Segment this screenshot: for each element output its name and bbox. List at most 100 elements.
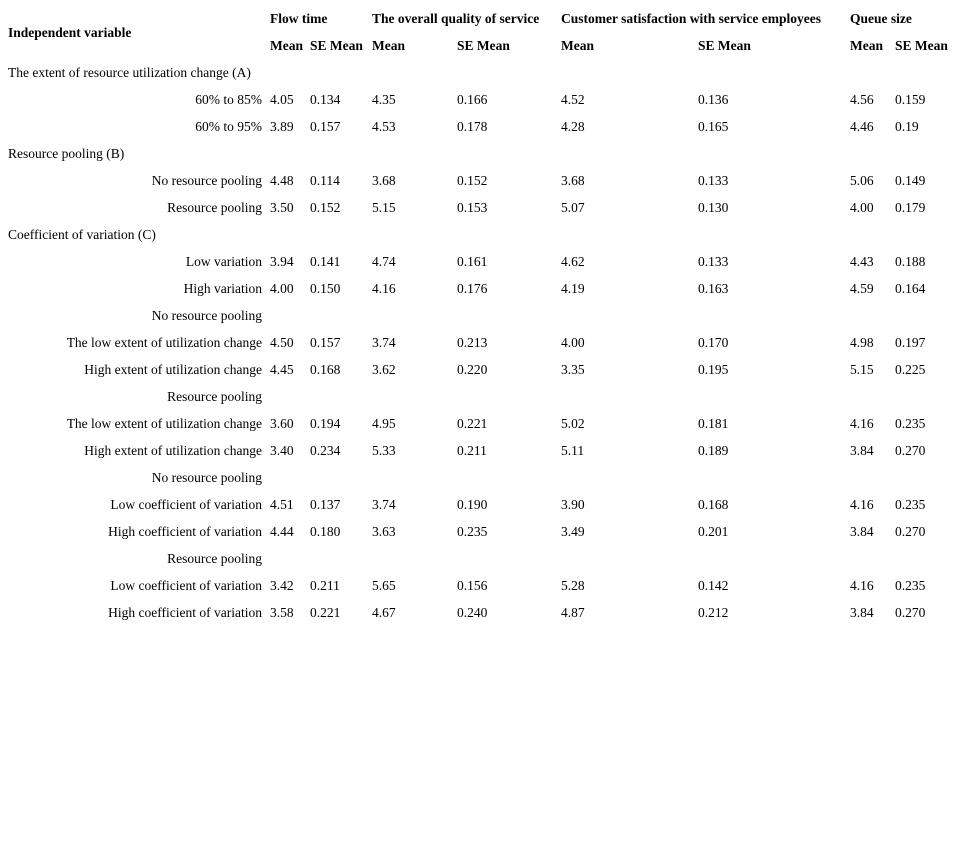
header-quality-mean: Mean [372, 38, 405, 53]
table-row: No resource pooling 4.48 0.114 3.68 0.152 3.6… [0, 167, 955, 194]
header-group-flow-time: Flow time [270, 11, 328, 26]
cell-value: 0.189 [698, 443, 729, 458]
table-row: High coefficient of variation 4.44 0.180 3.… [0, 518, 955, 545]
cell-value: 0.157 [310, 119, 341, 134]
cell-value: 4.50 [270, 335, 294, 350]
cell-value: 4.45 [270, 362, 294, 377]
cell-value: 0.156 [457, 578, 488, 593]
cell-value: 0.19 [895, 119, 919, 134]
table-row: Resource pooling 3.50 0.152 5.15 0.153 5.07 0.… [0, 194, 955, 221]
header-group-quality-of-service: The overall quality of service [372, 11, 540, 26]
row-label: 60% to 95% [195, 119, 262, 134]
row-label: High variation [183, 281, 262, 296]
group-header-row: The extent of resource utilization chang… [0, 59, 955, 86]
cell-value: 0.213 [457, 335, 488, 350]
cell-value: 5.28 [561, 578, 585, 593]
cell-value: 5.33 [372, 443, 396, 458]
cell-value: 0.270 [895, 605, 926, 620]
table-row: High coefficient of variation 3.58 0.221 4.… [0, 599, 955, 626]
row-label: No resource pooling [151, 308, 262, 323]
table-row: 60% to 95% 3.89 0.157 4.53 0.178 4.28 0.165 4.4… [0, 113, 955, 140]
table-row: The low extent of utilization change 4.50… [0, 329, 955, 356]
cell-value: 0.181 [698, 416, 729, 431]
cell-value: 3.60 [270, 416, 294, 431]
cell-value: 0.133 [698, 254, 729, 269]
cell-value: 0.152 [310, 200, 341, 215]
cell-value: 0.137 [310, 497, 341, 512]
cell-value: 0.149 [895, 173, 926, 188]
cell-value: 4.87 [561, 605, 585, 620]
cell-value: 4.46 [850, 119, 874, 134]
cell-value: 3.58 [270, 605, 294, 620]
cell-value: 0.197 [895, 335, 926, 350]
header-independent-variable: Independent variable [8, 24, 132, 40]
cell-value: 0.270 [895, 524, 926, 539]
cell-value: 3.68 [372, 173, 396, 188]
cell-value: 4.95 [372, 416, 396, 431]
cell-value: 0.234 [310, 443, 341, 458]
cell-value: 4.16 [372, 281, 396, 296]
subgroup-header-row: No resource pooling [0, 302, 955, 329]
cell-value: 0.136 [698, 92, 729, 107]
cell-value: 0.142 [698, 578, 729, 593]
cell-value: 0.180 [310, 524, 341, 539]
subgroup-header-row: Resource pooling [0, 383, 955, 410]
cell-value: 0.225 [895, 362, 926, 377]
group-header-row: Resource pooling (B) [0, 140, 955, 167]
cell-value: 0.141 [310, 254, 341, 269]
cell-value: 0.153 [457, 200, 488, 215]
header-group-customer-satisfaction: Customer satisfaction with service emplo… [561, 11, 821, 26]
cell-value: 0.221 [310, 605, 341, 620]
row-label: Low coefficient of variation [110, 497, 262, 512]
cell-value: 3.42 [270, 578, 294, 593]
cell-value: 3.74 [372, 497, 396, 512]
cell-value: 0.235 [895, 578, 926, 593]
row-label: 60% to 85% [195, 92, 262, 107]
cell-value: 4.35 [372, 92, 396, 107]
row-label: High extent of utilization change [84, 362, 262, 377]
cell-value: 3.89 [270, 119, 294, 134]
row-label: High coefficient of variation [108, 524, 262, 539]
header-group-queue-size: Queue size [850, 11, 912, 26]
cell-value: 3.84 [850, 443, 874, 458]
table-row: The low extent of utilization change 3.60… [0, 410, 955, 437]
cell-value: 0.201 [698, 524, 729, 539]
cell-value: 0.159 [895, 92, 926, 107]
cell-value: 5.65 [372, 578, 396, 593]
table-header: Independent variable Flow time The overa… [0, 5, 955, 59]
cell-value: 0.194 [310, 416, 341, 431]
cell-value: 4.56 [850, 92, 874, 107]
table-row: High extent of utilization change 4.45 0.1… [0, 356, 955, 383]
row-label: Resource pooling [167, 551, 262, 566]
cell-value: 0.220 [457, 362, 488, 377]
cell-value: 0.163 [698, 281, 729, 296]
cell-value: 4.43 [850, 254, 874, 269]
header-queue-mean: Mean [850, 38, 883, 53]
header-satisfaction-se-mean: SE Mean [698, 38, 751, 53]
cell-value: 0.150 [310, 281, 341, 296]
cell-value: 3.50 [270, 200, 294, 215]
row-label: No resource pooling [151, 470, 262, 485]
cell-value: 0.157 [310, 335, 341, 350]
cell-value: 5.06 [850, 173, 874, 188]
cell-value: 0.134 [310, 92, 341, 107]
cell-value: 0.211 [310, 578, 340, 593]
group-header-row: Coefficient of variation (C) [0, 221, 955, 248]
row-label: High extent of utilization change [84, 443, 262, 458]
cell-value: 0.130 [698, 200, 729, 215]
cell-value: 3.40 [270, 443, 294, 458]
row-label: Resource pooling [167, 389, 262, 404]
cell-value: 4.44 [270, 524, 294, 539]
cell-value: 0.240 [457, 605, 488, 620]
cell-value: 0.188 [895, 254, 926, 269]
table-row: Low coefficient of variation 4.51 0.137 3.7… [0, 491, 955, 518]
cell-value: 4.19 [561, 281, 585, 296]
cell-value: 0.178 [457, 119, 488, 134]
cell-value: 4.00 [850, 200, 874, 215]
cell-value: 0.195 [698, 362, 729, 377]
cell-value: 5.11 [561, 443, 585, 458]
cell-value: 4.28 [561, 119, 585, 134]
cell-value: 4.16 [850, 578, 874, 593]
cell-value: 0.166 [457, 92, 488, 107]
header-flow-se-mean: SE Mean [310, 38, 363, 53]
